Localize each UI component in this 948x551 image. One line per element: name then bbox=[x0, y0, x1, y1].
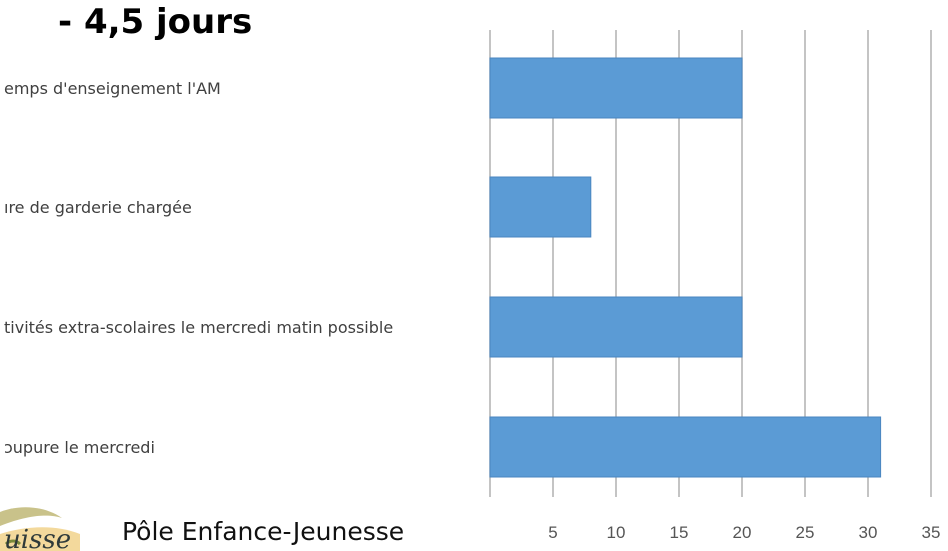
category-label: tivités extra-scolaires le mercredi mati… bbox=[4, 318, 393, 337]
category-labels: emps d'enseignement l'AM ıre de garderie … bbox=[4, 79, 393, 457]
x-tick-label: 10 bbox=[607, 523, 626, 542]
x-tick-label: 15 bbox=[670, 523, 689, 542]
x-tick-label: 35 bbox=[922, 523, 941, 542]
x-tick-labels: 5 10 15 20 25 30 35 bbox=[548, 523, 940, 542]
bar bbox=[489, 176, 592, 238]
chart-title: - 4,5 jours bbox=[58, 2, 253, 42]
x-tick-label: 25 bbox=[796, 523, 815, 542]
bars bbox=[489, 57, 882, 478]
category-label: emps d'enseignement l'AM bbox=[4, 79, 221, 98]
bar bbox=[489, 296, 743, 358]
bar bbox=[489, 57, 743, 119]
x-tick-label: 20 bbox=[733, 523, 752, 542]
category-label: ɔupure le mercredi bbox=[4, 438, 155, 457]
x-tick-label: 30 bbox=[859, 523, 878, 542]
footer-text: Pôle Enfance-Jeunesse bbox=[122, 517, 405, 546]
bar bbox=[489, 416, 882, 478]
logo-icon: uisse bbox=[0, 507, 80, 551]
x-tick-label: 5 bbox=[548, 523, 557, 542]
category-label: ıre de garderie chargée bbox=[4, 198, 192, 217]
logo-text: uisse bbox=[4, 525, 71, 551]
